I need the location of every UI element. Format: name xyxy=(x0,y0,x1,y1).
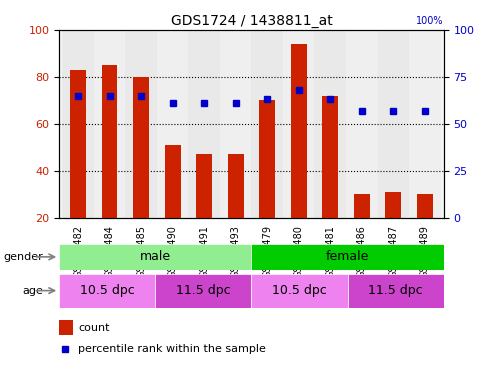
Bar xyxy=(283,30,315,217)
Bar xyxy=(259,100,275,218)
Bar xyxy=(165,145,180,218)
FancyBboxPatch shape xyxy=(251,274,348,308)
Bar xyxy=(378,30,409,217)
FancyBboxPatch shape xyxy=(348,274,444,308)
Text: age: age xyxy=(22,286,43,296)
Bar xyxy=(322,96,338,218)
Text: count: count xyxy=(78,322,110,333)
Bar xyxy=(315,30,346,217)
Text: male: male xyxy=(140,251,171,263)
Bar xyxy=(196,154,212,218)
Text: 100%: 100% xyxy=(416,16,444,26)
Bar xyxy=(228,154,244,218)
Bar xyxy=(157,30,188,217)
Bar xyxy=(354,194,370,217)
Bar xyxy=(346,30,378,217)
Text: 10.5 dpc: 10.5 dpc xyxy=(272,284,327,297)
Bar xyxy=(94,30,125,217)
FancyBboxPatch shape xyxy=(59,244,251,270)
Bar xyxy=(220,30,251,217)
Text: 10.5 dpc: 10.5 dpc xyxy=(80,284,135,297)
Bar xyxy=(409,30,441,217)
Bar xyxy=(62,30,94,217)
Title: GDS1724 / 1438811_at: GDS1724 / 1438811_at xyxy=(171,13,332,28)
Bar xyxy=(133,77,149,218)
Text: percentile rank within the sample: percentile rank within the sample xyxy=(78,344,266,354)
Bar xyxy=(102,65,117,218)
Bar xyxy=(125,30,157,217)
Bar xyxy=(386,192,401,217)
Bar xyxy=(291,44,307,218)
FancyBboxPatch shape xyxy=(59,274,155,308)
Bar xyxy=(417,194,433,217)
Bar xyxy=(188,30,220,217)
Bar xyxy=(251,30,283,217)
Text: female: female xyxy=(326,251,369,263)
FancyBboxPatch shape xyxy=(155,274,251,308)
FancyBboxPatch shape xyxy=(251,244,444,270)
Bar xyxy=(70,70,86,217)
Bar xyxy=(59,320,72,335)
Text: gender: gender xyxy=(3,252,43,262)
Text: 11.5 dpc: 11.5 dpc xyxy=(176,284,231,297)
Text: 11.5 dpc: 11.5 dpc xyxy=(368,284,423,297)
